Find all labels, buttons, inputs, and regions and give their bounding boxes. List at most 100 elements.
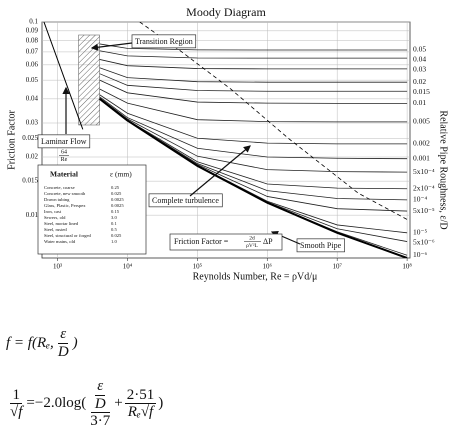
material-roughness: 0.15 <box>111 209 120 214</box>
transition-label-box <box>131 34 197 49</box>
material-name: Sewers, old <box>44 215 66 221</box>
y-axis-title: Friction Factor <box>6 109 17 169</box>
eq-den: 3·7 <box>90 413 111 429</box>
material-name: Concrete, new smooth <box>44 191 86 197</box>
eq-den: D <box>94 395 106 412</box>
roughness-curve <box>99 96 408 160</box>
material-name: Iron, cast <box>44 209 62 215</box>
material-name: Steel, rusted <box>44 227 67 233</box>
eq-den: D <box>57 343 69 360</box>
eq-num: ε <box>95 378 106 396</box>
smooth-pipe-label: Smooth Pipe <box>300 241 342 250</box>
roughness-label: 5x10⁻⁵ <box>413 206 435 215</box>
material-name: Steel, mortar lined <box>44 221 79 227</box>
roughness-curve <box>99 94 408 145</box>
x-axis-title: Reynolds Number, Re = ρVd/μ <box>193 271 318 282</box>
material-roughness: 0.025 <box>111 233 122 238</box>
y-tick-label: 0.05 <box>26 76 39 84</box>
material-roughness: 0.0025 <box>111 197 124 202</box>
material-name: Glass, Plastic, Perspex <box>44 203 86 209</box>
roughness-curve <box>99 79 408 104</box>
roughness-label: 0.03 <box>413 65 426 74</box>
x-tick-label: 10⁶ <box>263 263 273 271</box>
chart-title: Moody Diagram <box>186 5 266 19</box>
roughness-label: 0.005 <box>413 117 430 126</box>
y-tick-label: 0.015 <box>22 177 38 185</box>
y-tick-label: 0.025 <box>22 134 38 142</box>
transition-region <box>78 34 100 126</box>
y-tick-label: 0.08 <box>26 36 39 44</box>
x-tick-label: 10⁸ <box>402 263 412 271</box>
eq-text: f = f(Rₑ, <box>6 334 54 351</box>
roughness-label: 0.05 <box>413 45 426 54</box>
material-roughness: 0.1 <box>111 221 117 226</box>
roughness-curve <box>99 50 408 59</box>
y-tick-label: 0.04 <box>26 94 39 102</box>
roughness-label: 0.002 <box>413 139 430 148</box>
roughness-curve <box>99 43 408 51</box>
material-roughness: 1.0 <box>111 239 117 244</box>
roughness-label: 2x10⁻⁴ <box>413 183 435 192</box>
roughness-label: 0.015 <box>413 87 430 96</box>
y-tick-label: 0.09 <box>26 26 39 34</box>
eq-num: 1 <box>10 386 22 405</box>
y-tick-label: 0.03 <box>26 119 39 127</box>
materials-header: ε (mm) <box>110 170 132 179</box>
y2-axis-title: Relative Pipe Roughness, ε/D <box>438 110 449 229</box>
friction-factor-den: ρV²L <box>246 243 258 249</box>
eq-den: √f <box>10 404 23 421</box>
transition-label: Transition Region <box>135 37 193 46</box>
laminar-formula-den: Re <box>61 157 68 163</box>
x-tick-label: 10⁷ <box>332 263 342 271</box>
roughness-curve <box>99 59 408 70</box>
roughness-label: 10⁻⁶ <box>413 250 427 259</box>
roughness-label: 5x10⁻⁴ <box>413 167 435 176</box>
eq-den: Rₑ√f <box>127 404 154 421</box>
laminar-formula-num: 64 <box>61 149 67 155</box>
roughness-label: 5x10⁻⁶ <box>413 238 435 247</box>
roughness-curve <box>99 88 408 123</box>
eq-text: =−2.0log( <box>26 395 87 412</box>
x-tick-label: 10³ <box>53 263 62 271</box>
materials-box <box>37 164 147 255</box>
material-roughness: 0.25 <box>111 185 120 190</box>
material-roughness: 3.0 <box>111 215 117 220</box>
eq-text: + <box>114 395 123 412</box>
material-roughness: 0.5 <box>111 227 117 232</box>
y-tick-label: 0.06 <box>26 60 39 68</box>
roughness-label: 10⁻⁴ <box>413 195 427 204</box>
eq-text: ) <box>72 334 78 351</box>
laminar-line <box>43 22 84 130</box>
smooth-pipe-label-box <box>296 238 345 253</box>
roughness-label: 0.01 <box>413 98 426 107</box>
material-roughness: 0.0025 <box>111 203 124 208</box>
friction-factor-tail: ΔP <box>263 237 273 246</box>
y-tick-label: 0.02 <box>26 153 39 161</box>
material-name: Steel, structural or forged <box>44 233 92 239</box>
roughness-label: 0.02 <box>413 77 426 86</box>
smooth-pipe-curve <box>98 98 408 258</box>
roughness-curve <box>99 97 408 173</box>
fraction: 2·51 Rₑ√f <box>124 387 157 421</box>
friction-factor-num: 2d <box>249 235 255 241</box>
materials-table: Material ε (mm) Concrete, coarse 0.25 Concre… <box>37 164 147 255</box>
material-name: Water mains, old <box>44 239 76 245</box>
friction-factor-text: Friction Factor = <box>174 237 229 246</box>
laminar-label: Laminar Flow <box>41 137 87 146</box>
roughness-label: 10⁻⁵ <box>413 228 427 237</box>
material-name: Drawn tubing <box>44 197 70 202</box>
material-roughness: 0.025 <box>111 191 122 196</box>
y-tick-label: 0.01 <box>26 211 39 219</box>
x-tick-label: 10⁵ <box>193 263 203 271</box>
laminar-label-box <box>37 134 91 149</box>
complete-turbulence-label-box <box>148 193 223 208</box>
x-tick-label: 10⁴ <box>123 263 133 271</box>
y-tick-label: 0.07 <box>26 48 39 56</box>
roughness-label: 0.001 <box>413 153 430 162</box>
eq-text: ) <box>158 395 164 412</box>
